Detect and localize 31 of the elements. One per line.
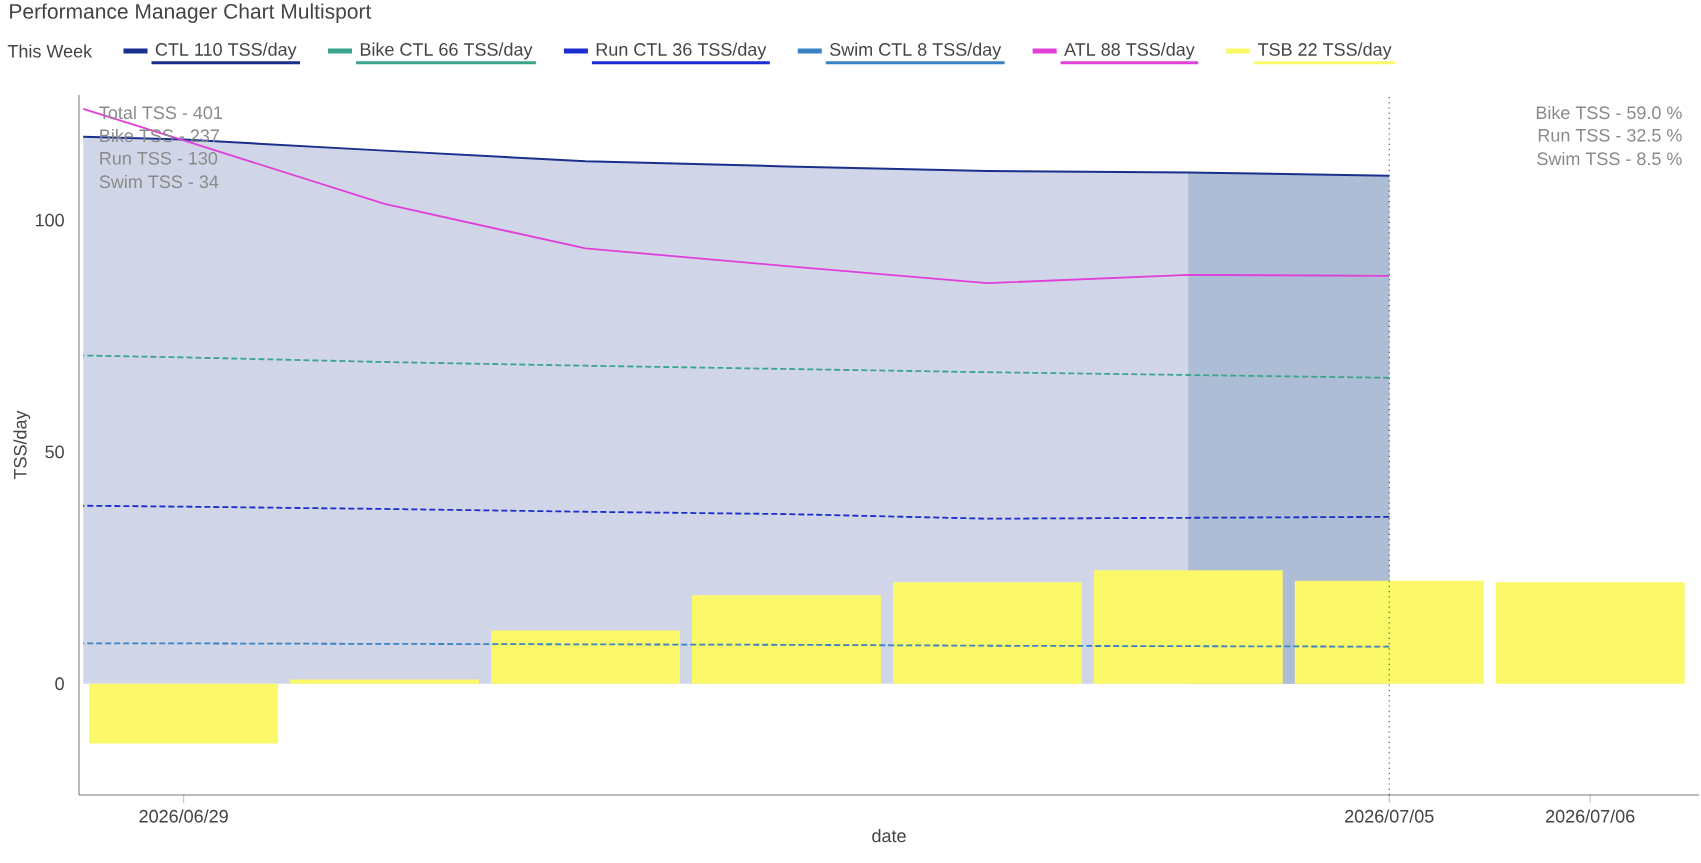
annotation: Bike TSS - 59.0 % (1536, 105, 1682, 120)
bar (692, 595, 881, 684)
legend-label: Bike CTL 66 TSS/day (360, 42, 533, 60)
chart-title: Performance Manager Chart Multisport (10, 3, 372, 23)
x-tick-label: 2026/06/29 (139, 809, 228, 823)
legend-label: CTL 110 TSS/day (155, 42, 297, 60)
x-axis-title: date (872, 829, 906, 843)
y-tick-label: 100 (35, 213, 64, 227)
annotation: Total TSS - 401 (99, 105, 222, 120)
legend-label: TSB 22 TSS/day (1257, 42, 1392, 60)
bar (1093, 570, 1283, 684)
y-axis-title: TSS/day (13, 410, 31, 480)
legend-title: This Week (7, 44, 93, 58)
annotation: Swim TSS - 8.5 % (1537, 151, 1682, 166)
bar (1495, 582, 1685, 684)
line-series (82, 108, 1391, 285)
x-tick-label: 2026/07/06 (1546, 809, 1635, 823)
y-tick-label: 0 (55, 677, 64, 691)
bar (892, 582, 1082, 684)
annotation: Run TSS - 32.5 % (1538, 128, 1682, 142)
bar (290, 679, 480, 684)
bar (1294, 580, 1484, 684)
x-tick-label: 2026/07/05 (1345, 809, 1434, 823)
legend-label: ATL 88 TSS/day (1064, 42, 1195, 60)
annotation: Swim TSS - 34 (99, 174, 219, 189)
bar (89, 683, 279, 744)
y-tick-label: 50 (45, 445, 64, 459)
legend-label: Run CTL 36 TSS/day (596, 42, 767, 60)
bar (491, 630, 680, 684)
annotation: Run TSS - 130 (100, 151, 218, 165)
legend-label: Swim CTL 8 TSS/day (830, 42, 1002, 60)
